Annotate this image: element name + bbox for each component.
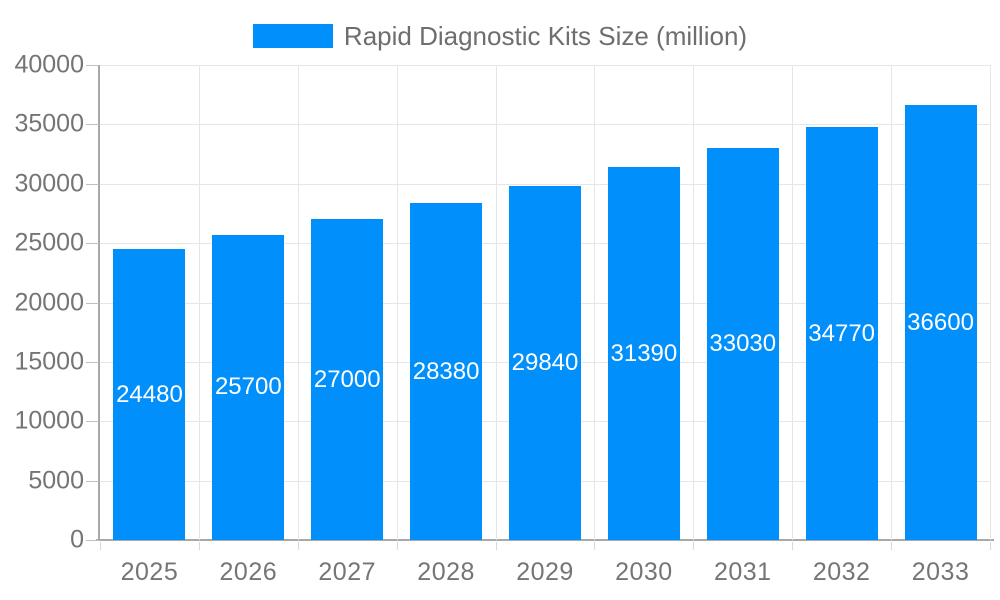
x-axis-label: 2031 <box>713 558 772 586</box>
y-axis-label: 15000 <box>14 347 84 376</box>
bar-value-label: 27000 <box>313 365 381 393</box>
gridline-vertical <box>693 65 695 540</box>
y-axis-tick <box>86 421 99 423</box>
legend-item[interactable]: Rapid Diagnostic Kits Size (million) <box>0 20 1000 51</box>
gridline-vertical <box>990 65 991 540</box>
x-axis-label: 2030 <box>615 558 673 586</box>
bar-2030[interactable]: 31390 <box>607 167 680 540</box>
gridline-horizontal <box>100 124 990 126</box>
x-axis-tick <box>297 542 299 550</box>
bar-2027[interactable]: 27000 <box>311 219 384 540</box>
bar-value-label: 24480 <box>116 380 183 408</box>
plot-area: 24480 25700 27000 28380 29840 31390 33030 34770… <box>86 65 994 550</box>
x-axis-tick <box>396 542 398 550</box>
y-axis-labels: 0 5000 10000 15000 20000 25000 30000 35000 40000 <box>0 51 84 554</box>
x-axis-tick <box>495 542 497 550</box>
x-axis-label: 2026 <box>219 558 278 586</box>
gridline-horizontal <box>100 65 990 66</box>
x-axis-tick <box>891 542 893 550</box>
bar-2032[interactable]: 34770 <box>805 127 878 540</box>
y-axis-tick <box>86 480 99 482</box>
gridline-vertical <box>792 65 794 540</box>
y-axis-label: 30000 <box>14 169 84 198</box>
bar-value-label: 36600 <box>907 308 974 336</box>
gridline-vertical <box>198 65 200 540</box>
gridline-vertical <box>297 65 299 540</box>
y-axis-label: 0 <box>70 525 84 554</box>
bar-2031[interactable]: 33030 <box>706 147 779 540</box>
x-axis-tick <box>693 542 695 550</box>
legend-label: Rapid Diagnostic Kits Size (million) <box>343 20 748 51</box>
y-axis-label: 40000 <box>14 50 84 79</box>
y-axis-label: 10000 <box>14 406 84 435</box>
bar-value-label: 29840 <box>511 348 579 376</box>
bar-value-label: 31390 <box>610 339 678 367</box>
y-axis-label: 5000 <box>28 466 84 495</box>
x-axis-label: 2025 <box>120 558 179 586</box>
bar-value-label: 25700 <box>214 373 282 401</box>
legend-swatch-icon <box>252 24 333 48</box>
y-axis-label: 25000 <box>14 228 84 257</box>
x-axis-label: 2032 <box>812 558 871 586</box>
gridline-horizontal <box>100 183 990 185</box>
x-axis-label: 2028 <box>417 558 475 586</box>
x-axis-tick <box>594 542 596 550</box>
x-axis-label: 2029 <box>516 558 574 586</box>
gridline-vertical <box>594 65 596 540</box>
bar-value-label: 33030 <box>709 329 777 357</box>
bar-value-label: 34770 <box>808 319 876 347</box>
y-axis-tick <box>86 124 99 126</box>
y-axis-tick <box>86 540 99 541</box>
x-axis-labels: 2025 2026 2027 2028 2029 2030 2031 2032 2033 <box>100 540 990 590</box>
bar-2025[interactable]: 24480 <box>113 249 186 540</box>
x-axis-line <box>96 539 994 541</box>
y-axis-tick <box>86 361 99 363</box>
bar-value-label: 28380 <box>412 357 480 385</box>
bar-2029[interactable]: 29840 <box>509 185 581 540</box>
bar-2028[interactable]: 28380 <box>410 203 483 540</box>
gridline-vertical <box>891 65 893 540</box>
y-axis-line <box>98 65 100 540</box>
y-axis-label: 20000 <box>14 288 84 316</box>
x-axis-label: 2033 <box>911 558 970 586</box>
x-axis-tick <box>990 542 991 550</box>
bar-2033[interactable]: 36600 <box>904 105 977 540</box>
x-axis-tick <box>198 542 200 550</box>
y-axis-tick <box>86 183 99 185</box>
y-axis-label: 35000 <box>14 109 84 138</box>
y-axis-tick <box>86 65 99 66</box>
y-axis-tick <box>86 302 99 304</box>
x-axis-label: 2027 <box>318 558 377 586</box>
y-axis-tick <box>86 243 99 245</box>
x-axis-tick <box>792 542 794 550</box>
gridline-vertical <box>495 65 497 540</box>
x-axis-tick <box>100 542 101 550</box>
bar-2026[interactable]: 25700 <box>212 234 285 540</box>
gridline-vertical <box>396 65 398 540</box>
